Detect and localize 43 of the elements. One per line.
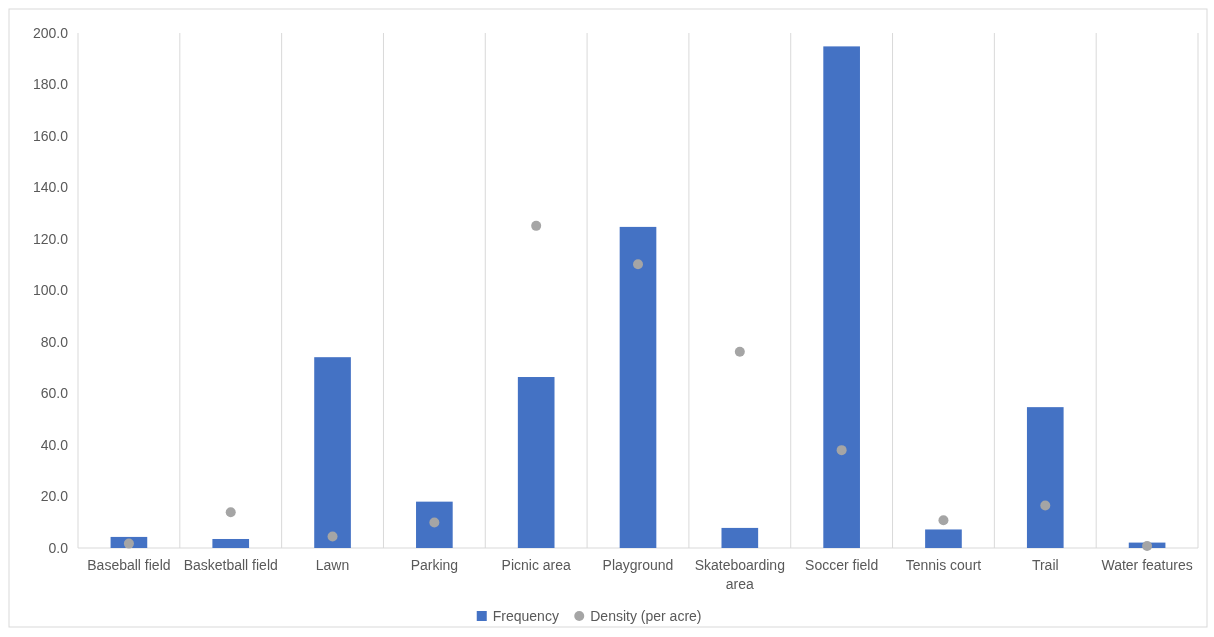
y-tick-label: 120.0: [32, 230, 69, 247]
point: [327, 531, 338, 542]
x-tick-label: Soccer field: [805, 557, 879, 573]
y-tick-label: 0.0: [48, 539, 69, 556]
y-tick-label: 160.0: [32, 127, 69, 144]
x-tick-label: Basketball field: [183, 557, 278, 573]
x-tick-label: Baseball field: [87, 557, 171, 573]
y-tick-label: 100.0: [32, 282, 69, 299]
bar: [517, 377, 555, 548]
point: [531, 220, 542, 231]
bar: [925, 529, 962, 548]
bar: [1026, 407, 1064, 548]
bar: [314, 357, 351, 548]
bar: [212, 538, 250, 548]
x-tick-label: Trail: [1031, 557, 1059, 573]
bar: [416, 501, 453, 548]
bar: [721, 527, 759, 548]
x-tick-label: Parking: [410, 557, 459, 573]
point: [938, 515, 949, 526]
point: [836, 445, 847, 456]
y-tick-label: 20.0: [40, 488, 69, 505]
point: [734, 346, 745, 357]
x-tick-label: Skateboarding area: [694, 557, 785, 592]
y-tick-label: 80.0: [40, 333, 69, 350]
x-tick-label: Picnic area: [501, 557, 572, 573]
y-tick-label: 180.0: [32, 76, 69, 93]
legend-label: Density (per acre): [590, 607, 702, 624]
y-tick-label: 200.0: [32, 24, 69, 41]
point: [225, 507, 236, 518]
x-tick-label: Lawn: [315, 557, 350, 573]
point: [1142, 540, 1153, 551]
x-tick-label: Playground: [602, 557, 674, 573]
legend-label: Frequency: [492, 607, 559, 624]
y-tick-label: 140.0: [32, 179, 69, 196]
bar: [823, 46, 860, 548]
x-tick-label: Tennis court: [905, 557, 982, 573]
point: [1040, 500, 1051, 511]
y-tick-label: 40.0: [40, 436, 69, 453]
y-tick-label: 60.0: [40, 385, 69, 402]
point: [633, 259, 643, 270]
point: [429, 517, 440, 528]
x-tick-label: Water features: [1101, 557, 1193, 573]
bar: [619, 226, 657, 548]
